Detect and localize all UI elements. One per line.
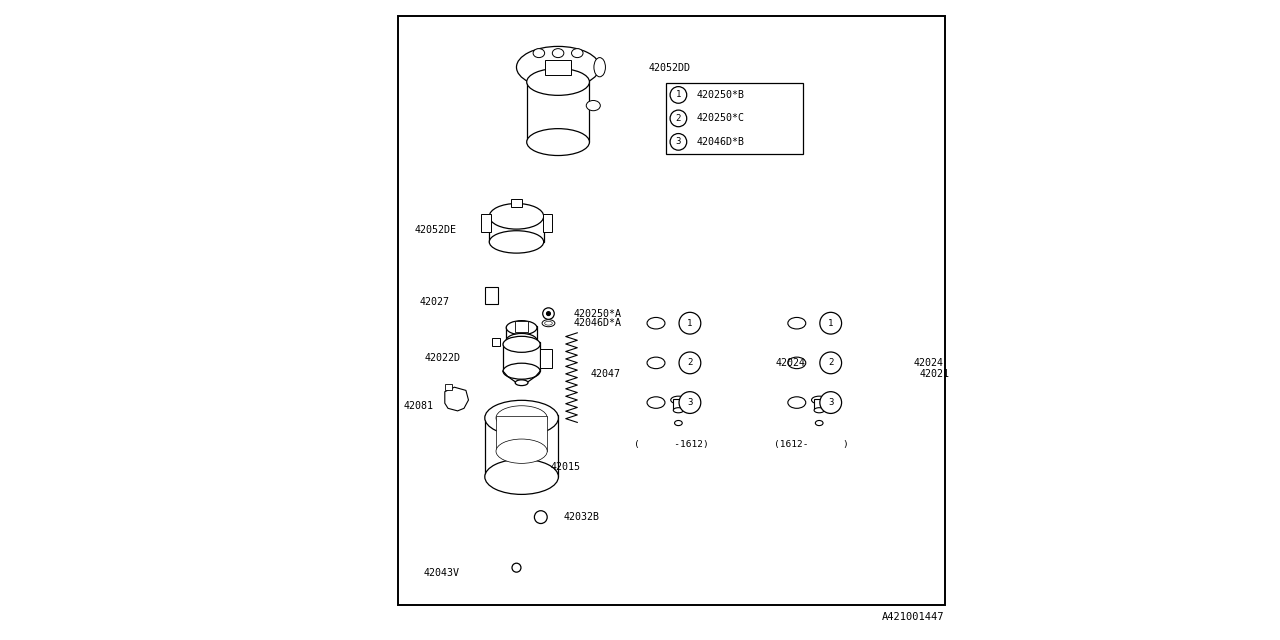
Ellipse shape [545,321,553,325]
Bar [673,399,684,409]
Text: 420250*B: 420250*B [696,90,745,100]
Ellipse shape [516,47,599,88]
Circle shape [680,392,701,413]
Text: 42081: 42081 [403,401,433,412]
Ellipse shape [534,49,545,58]
Ellipse shape [571,49,584,58]
Ellipse shape [646,357,666,369]
Text: 42024: 42024 [776,358,805,368]
Ellipse shape [543,320,556,326]
Ellipse shape [503,337,540,352]
Ellipse shape [485,460,558,495]
Text: (1612-      ): (1612- ) [774,440,849,449]
Ellipse shape [594,58,605,77]
Ellipse shape [646,397,666,408]
Text: 3: 3 [828,398,833,407]
Bar [540,349,552,368]
Ellipse shape [553,49,563,58]
Ellipse shape [586,100,600,111]
Bar [481,214,492,232]
Ellipse shape [527,129,589,156]
Bar [814,399,824,409]
Ellipse shape [787,397,806,408]
Text: 3: 3 [676,138,681,147]
Text: 420250*C: 420250*C [696,113,745,124]
Bar [666,83,804,154]
Circle shape [680,312,701,334]
Text: 42027: 42027 [420,297,449,307]
Ellipse shape [814,408,824,413]
Text: 42052DD: 42052DD [648,63,690,74]
Ellipse shape [527,68,589,95]
Bar [768,294,902,454]
Bar [527,80,590,142]
Circle shape [680,352,701,374]
Circle shape [547,312,550,316]
Bar [493,338,500,346]
Ellipse shape [787,317,806,329]
Bar [497,416,548,451]
Text: 42046D*B: 42046D*B [696,137,745,147]
Text: 42032B: 42032B [563,512,599,522]
Text: 42022D: 42022D [425,353,461,364]
Text: (      -1612): ( -1612) [634,440,708,449]
Text: 1: 1 [687,319,692,328]
Ellipse shape [489,231,544,253]
Ellipse shape [503,364,540,379]
Circle shape [820,312,842,334]
Text: 42015: 42015 [550,462,580,472]
Bar [516,321,529,332]
Text: 2: 2 [828,358,833,367]
Circle shape [671,134,687,150]
Text: A421001447: A421001447 [882,612,945,622]
Ellipse shape [497,406,548,430]
Ellipse shape [671,396,686,404]
Ellipse shape [507,333,538,348]
Bar [507,326,538,340]
Ellipse shape [673,408,684,413]
Text: 2: 2 [676,114,681,123]
Text: 42052DE: 42052DE [415,225,457,236]
Text: 42047: 42047 [591,369,621,380]
Text: 42046D*A: 42046D*A [573,318,622,328]
Text: 420250*A: 420250*A [573,308,622,319]
Bar [544,214,553,232]
Circle shape [820,392,842,413]
Bar [503,342,540,371]
Bar [627,294,762,454]
Ellipse shape [812,396,827,404]
Ellipse shape [507,321,538,335]
Text: 2: 2 [687,358,692,367]
Circle shape [820,352,842,374]
Bar [485,415,558,477]
Ellipse shape [497,439,548,463]
Ellipse shape [646,317,666,329]
Ellipse shape [516,380,529,385]
Text: 42043V: 42043V [424,568,460,578]
Circle shape [543,308,554,319]
Polygon shape [445,387,468,411]
Ellipse shape [815,420,823,426]
Ellipse shape [787,357,806,369]
Bar [489,215,544,242]
Bar [398,16,945,605]
Ellipse shape [675,420,682,426]
Text: 42021: 42021 [920,369,950,380]
Ellipse shape [485,401,558,436]
Text: 1: 1 [828,319,833,328]
Bar [512,199,522,207]
Bar [445,384,453,390]
Circle shape [671,86,687,103]
Circle shape [671,110,687,127]
Ellipse shape [489,204,544,229]
Circle shape [512,563,521,572]
Text: 42024: 42024 [914,358,943,368]
Bar [545,60,571,75]
Bar [485,287,498,304]
Circle shape [535,511,548,524]
Text: 1: 1 [676,90,681,99]
Text: 3: 3 [687,398,692,407]
